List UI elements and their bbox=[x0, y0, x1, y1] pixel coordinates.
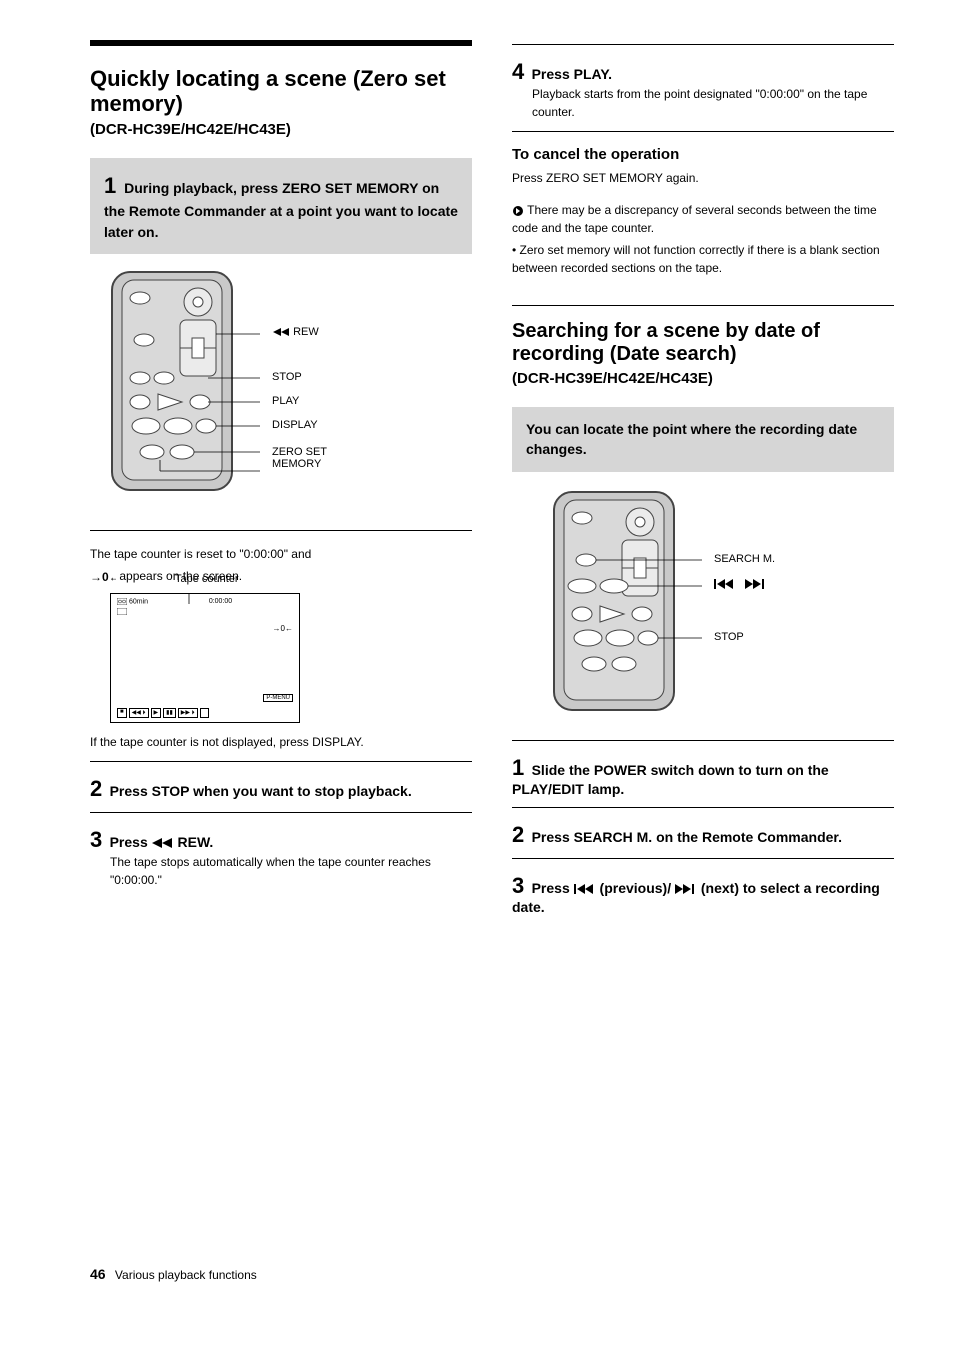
rew-icon bbox=[272, 327, 290, 337]
title2: Searching for a scene by date of recordi… bbox=[512, 320, 894, 366]
remote1-stop-label: STOP bbox=[272, 371, 302, 383]
next-icon bbox=[745, 578, 767, 590]
note-counter: If the tape counter is not displayed, pr… bbox=[90, 733, 472, 751]
step2-text: Press STOP when you want to stop playbac… bbox=[110, 783, 412, 799]
note-1: There may be a discrepancy of several se… bbox=[512, 201, 894, 237]
prev-icon bbox=[714, 578, 736, 590]
step1-detail-2: →0← appears on the screen. bbox=[90, 567, 472, 585]
rstep2-text: Press SEARCH M. on the Remote Commander. bbox=[532, 829, 842, 845]
lcd-pointer-svg bbox=[111, 594, 301, 724]
rule-r5 bbox=[512, 858, 894, 859]
step1-number: 1 bbox=[104, 170, 116, 202]
page-footer: 46 Various playback functions bbox=[90, 1266, 257, 1282]
step4-head: 4 Press PLAY. bbox=[512, 59, 894, 85]
step1-detail: The tape counter is reset to "0:00:00" a… bbox=[90, 545, 472, 563]
right-column: 4 Press PLAY. Playback starts from the p… bbox=[512, 40, 894, 915]
rstep3: 3 Press (previous)/ (next) to select a r… bbox=[512, 873, 894, 915]
step1-text: During playback, press ZERO SET MEMORY o… bbox=[104, 180, 458, 240]
step4-text: Press PLAY. bbox=[532, 66, 612, 82]
step3-sub: The tape stops automatically when the ta… bbox=[110, 853, 472, 889]
rule-r4 bbox=[512, 807, 894, 808]
rstep2: 2 Press SEARCH M. on the Remote Commande… bbox=[512, 822, 894, 848]
rule-r3 bbox=[512, 740, 894, 741]
prev-icon-2 bbox=[574, 883, 596, 895]
subtitle2: (DCR-HC39E/HC42E/HC43E) bbox=[512, 370, 894, 387]
bullet-icon-1 bbox=[512, 205, 524, 217]
step3-head: 3 Press REW. bbox=[90, 827, 472, 853]
rule-r2 bbox=[512, 131, 894, 132]
page-subtitle: (DCR-HC39E/HC42E/HC43E) bbox=[90, 121, 472, 138]
remote2-searchm-label: SEARCH M. bbox=[714, 553, 775, 565]
rule-1 bbox=[90, 530, 472, 531]
rule-r1 bbox=[512, 44, 894, 45]
cancel-head: To cancel the operation bbox=[512, 146, 894, 163]
title-bar bbox=[90, 40, 472, 46]
svg-text:→0←: →0← bbox=[90, 570, 116, 584]
remote-illustration-1: REW STOP PLAY DISPLAY ZERO SET MEMORY bbox=[100, 266, 440, 516]
step2-head: 2 Press STOP when you want to stop playb… bbox=[90, 776, 472, 802]
lcd-display: 60min 0:00:00 →0← P-MENU ■ ◀◀ ⏵ ▶ ▮▮ ▶▶ … bbox=[110, 593, 300, 723]
remote2-prevnext-label bbox=[714, 578, 767, 590]
page-title: Quickly locating a scene (Zero set memor… bbox=[90, 66, 472, 117]
remote-1-svg bbox=[100, 266, 260, 496]
remote1-zsm-label: ZERO SET MEMORY bbox=[272, 446, 372, 470]
step3-text: Press REW. bbox=[110, 834, 214, 850]
next-icon-2 bbox=[675, 883, 697, 895]
rule-2 bbox=[90, 761, 472, 762]
title2-bar bbox=[512, 305, 894, 306]
note-2: • Zero set memory will not function corr… bbox=[512, 241, 894, 277]
rstep3-text: Press (previous)/ (next) to select a rec… bbox=[512, 880, 880, 915]
footer-text: Various playback functions bbox=[115, 1268, 257, 1282]
page-number: 46 bbox=[90, 1266, 106, 1282]
box2: You can locate the point where the recor… bbox=[512, 407, 894, 472]
cancel-text: Press ZERO SET MEMORY again. bbox=[512, 169, 894, 187]
rstep1: 1 Slide the POWER switch down to turn on… bbox=[512, 755, 894, 797]
remote2-stop-label: STOP bbox=[714, 631, 744, 643]
remote-illustration-2: SEARCH M. STOP bbox=[542, 486, 882, 726]
rule-3 bbox=[90, 812, 472, 813]
left-column: Quickly locating a scene (Zero set memor… bbox=[90, 40, 472, 915]
zero-set-icon: →0← bbox=[90, 570, 116, 584]
remote1-play-label: PLAY bbox=[272, 395, 299, 407]
remote-2-svg bbox=[542, 486, 702, 716]
rstep1-text: Slide the POWER switch down to turn on t… bbox=[512, 762, 829, 797]
rew-icon-step3 bbox=[152, 837, 174, 849]
step4-sub: Playback starts from the point designate… bbox=[532, 85, 894, 121]
remote1-rew-label: REW bbox=[272, 326, 319, 338]
remote1-display-label: DISPLAY bbox=[272, 419, 318, 431]
step1-box: 1 During playback, press ZERO SET MEMORY… bbox=[90, 158, 472, 254]
